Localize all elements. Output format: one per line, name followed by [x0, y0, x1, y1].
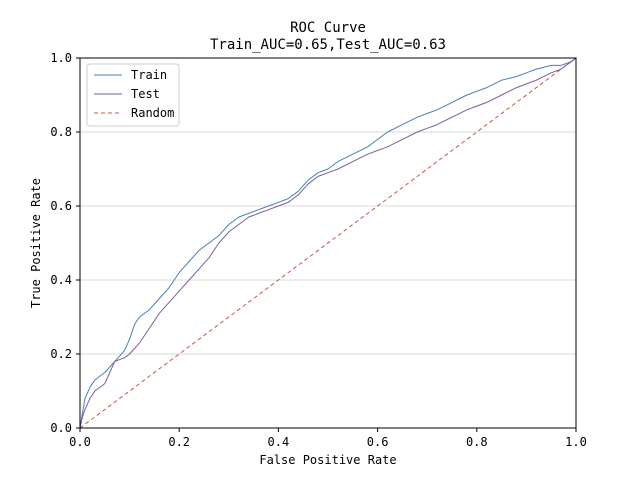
x-axis-label: False Positive Rate	[259, 453, 396, 467]
y-tick-label: 1.0	[50, 51, 72, 65]
legend: Train Test Random	[86, 63, 180, 127]
y-tick-label: 0.6	[50, 199, 72, 213]
x-tick-label: 1.0	[565, 435, 587, 449]
x-tick-label: 0.4	[268, 435, 290, 449]
y-tick-label: 0.8	[50, 125, 72, 139]
y-axis-ticks: 0.0 0.2 0.4 0.6 0.8 1.0	[50, 51, 80, 435]
legend-test-label: Test	[131, 87, 160, 101]
series-lines	[79, 57, 577, 429]
x-tick-label: 0.0	[69, 435, 91, 449]
y-tick-label: 0.2	[50, 347, 72, 361]
x-tick-label: 0.2	[168, 435, 190, 449]
legend-box	[86, 63, 180, 127]
chart-title: ROC Curve	[290, 20, 366, 36]
x-tick-label: 0.6	[367, 435, 389, 449]
x-tick-label: 0.8	[466, 435, 488, 449]
legend-train-label: Train	[131, 68, 167, 82]
y-tick-label: 0.0	[50, 421, 72, 435]
series-line-test	[79, 57, 577, 429]
legend-random-label: Random	[131, 106, 174, 120]
plot-frame	[79, 57, 577, 429]
series-line-train	[79, 57, 577, 429]
chart-subtitle: Train_AUC=0.65,Test_AUC=0.63	[210, 37, 446, 53]
x-axis-ticks: 0.0 0.2 0.4 0.6 0.8 1.0	[69, 428, 587, 449]
grid-lines	[80, 131, 576, 355]
y-axis-label: True Positive Rate	[29, 178, 43, 308]
series-line-random	[79, 57, 577, 429]
y-tick-label: 0.4	[50, 273, 72, 287]
